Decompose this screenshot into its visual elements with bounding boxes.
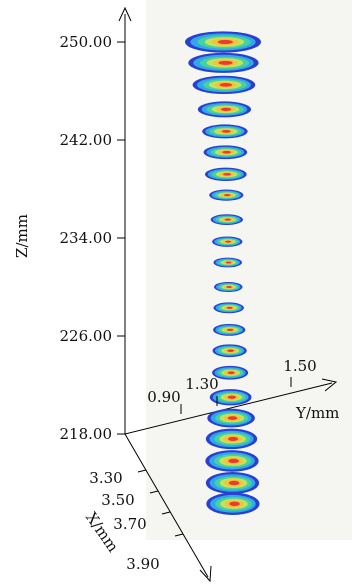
- slice-ellipse: [213, 302, 244, 314]
- slice-ellipse: [212, 365, 249, 380]
- slice-ellipse: [185, 31, 261, 53]
- z-ticks: 250.00 242.00 234.00 226.00 218.00: [60, 33, 125, 443]
- slice-ellipse: [192, 75, 256, 95]
- slice-ellipse: [214, 281, 243, 293]
- slice-ellipse: [207, 408, 255, 428]
- z-tick-label: 242.00: [60, 131, 113, 149]
- slice-ellipse: [209, 189, 244, 201]
- slice-series: [185, 31, 261, 515]
- slice-ellipse: [202, 124, 248, 139]
- y-tick-label: 0.90: [147, 388, 180, 406]
- x-tick-mark: [149, 490, 159, 494]
- slice-ellipse: [205, 428, 258, 450]
- slice-ellipse: [213, 257, 242, 268]
- slice-ellipse: [212, 344, 247, 358]
- x-axis-arrow: [199, 565, 212, 583]
- slice-ellipse: [213, 323, 246, 336]
- z-tick-label: 226.00: [60, 327, 113, 345]
- y-tick-label: 1.50: [283, 357, 316, 375]
- x-tick-mark: [161, 511, 171, 515]
- slice-ellipse: [212, 236, 243, 247]
- z-axis-label: Z/mm: [13, 214, 31, 258]
- y-tick-label: 1.30: [185, 375, 218, 393]
- x-tick-mark: [137, 469, 147, 473]
- x-tick-label: 3.70: [113, 515, 146, 533]
- slice-ellipse: [206, 492, 260, 515]
- y-axis-label: Y/mm: [295, 404, 339, 422]
- y-axis-line: [124, 382, 333, 435]
- z-tick-label: 218.00: [60, 425, 113, 443]
- slice-ellipse: [209, 389, 252, 406]
- x-tick-label: 3.50: [101, 491, 134, 509]
- y-axis-arrow: [321, 378, 338, 392]
- x-axis-line: [124, 433, 209, 578]
- slice-ellipse: [203, 145, 248, 160]
- slice-ellipse: [197, 101, 252, 118]
- x-tick-label: 3.30: [89, 469, 122, 487]
- slice-ellipse: [204, 167, 247, 181]
- slice-ellipse: [188, 52, 259, 73]
- z-axis-arrow: [118, 6, 132, 22]
- x-tick-label: 3.90: [126, 555, 159, 573]
- y-ticks: 0.90 1.30 1.50: [147, 357, 317, 414]
- x-ticks: 3.30 3.50 3.70 3.90: [89, 469, 184, 573]
- slice-ellipse: [205, 472, 260, 494]
- slice-ellipse: [205, 450, 259, 472]
- slice-ellipse: [210, 214, 243, 226]
- z-tick-label: 234.00: [60, 229, 113, 247]
- z-tick-label: 250.00: [60, 33, 113, 51]
- x-tick-mark: [174, 533, 184, 537]
